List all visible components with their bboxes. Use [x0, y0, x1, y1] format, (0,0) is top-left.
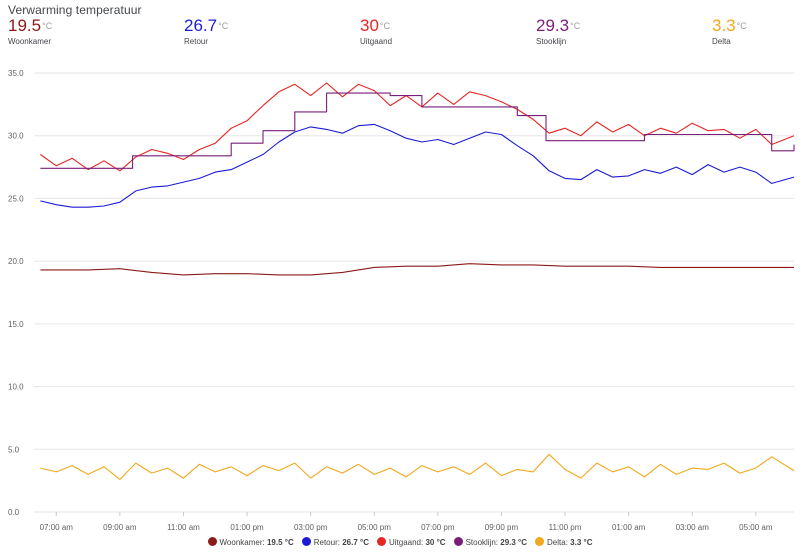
- x-tick-label: 01:00 am: [612, 523, 646, 532]
- stat-name: Retour: [184, 37, 209, 46]
- legend-value: 30 °C: [425, 538, 446, 547]
- stat-value: 3.3: [712, 16, 736, 35]
- legend-value: 26.7 °C: [342, 538, 369, 547]
- y-tick-label: 10.0: [8, 383, 24, 392]
- stat-value: 19.5: [8, 16, 42, 35]
- stat-woonkamer[interactable]: 19.5°C Woonkamer: [8, 16, 52, 46]
- legend-item-uitgaand[interactable]: Uitgaand: 30 °C: [376, 537, 446, 547]
- series-line-uitgaand[interactable]: [40, 82, 795, 172]
- stat-unit: °C: [42, 21, 53, 31]
- series-layer: [40, 82, 795, 480]
- x-tick-label: 11:00 am: [167, 523, 200, 532]
- card-title: Verwarming temperatuur: [8, 3, 142, 17]
- y-tick-label: 20.0: [8, 257, 24, 266]
- stat-unit: °C: [379, 21, 391, 31]
- chart-legend: Woonkamer: 19.5 °C Retour: 26.7 °C Uitgaan…: [0, 537, 800, 553]
- x-tick-label: 09:00 am: [103, 523, 137, 532]
- x-tick-label: 01:00 pm: [230, 523, 264, 532]
- stat-name: Stooklijn: [536, 37, 567, 46]
- legend-value: 3.3 °C: [570, 538, 593, 547]
- legend-dot-icon: [453, 537, 463, 546]
- x-tick-label: 05:00 pm: [358, 523, 392, 532]
- x-tick-label: 11:00 pm: [549, 523, 582, 532]
- series-line-delta[interactable]: [40, 453, 795, 480]
- stat-stooklijn[interactable]: 29.3°C Stooklijn: [536, 16, 580, 46]
- stat-retour[interactable]: 26.7°C Retour: [184, 16, 228, 46]
- x-tick-label: 09:00 pm: [485, 523, 519, 532]
- legend-item-stooklijn[interactable]: Stooklijn: 29.3 °C: [453, 537, 528, 547]
- y-tick-label: 5.0: [8, 445, 20, 454]
- stat-value: 29.3: [536, 16, 570, 35]
- stat-name: Delta: [712, 37, 731, 46]
- legend-dot-icon: [301, 537, 311, 546]
- stat-uitgaand[interactable]: 30°C Uitgaand: [360, 16, 392, 46]
- stat-value: 30: [360, 16, 379, 35]
- legend-item-woonkamer[interactable]: Woonkamer: 19.5 °C: [207, 537, 294, 547]
- legend-value: 19.5 °C: [266, 538, 294, 547]
- series-line-stooklijn[interactable]: [40, 92, 795, 169]
- y-tick-label: 15.0: [8, 320, 24, 329]
- legend-name: Uitgaand:: [388, 538, 426, 547]
- y-tick-label: 25.0: [8, 194, 24, 203]
- legend-name: Delta:: [547, 538, 571, 547]
- legend-dot-icon: [207, 537, 217, 546]
- series-line-woonkamer[interactable]: [40, 263, 794, 276]
- stat-value: 26.7: [184, 16, 218, 35]
- legend-name: Stooklijn:: [465, 538, 501, 547]
- x-tick-label: 03:00 pm: [294, 523, 328, 532]
- stat-unit: °C: [218, 21, 229, 31]
- x-tick-label: 07:00 am: [40, 523, 74, 532]
- x-tick-label: 05:00 am: [739, 523, 773, 532]
- axis-layer: 0.0 5.0 10.0 15.0 20.0 25.0 30.0 35.0 07:00 am 09…: [8, 69, 773, 532]
- y-tick-label: 35.0: [8, 69, 24, 78]
- grid-layer: [34, 72, 794, 513]
- legend-dot-icon: [376, 537, 386, 546]
- legend-value: 29.3 °C: [500, 538, 528, 547]
- x-tick-label: 03:00 am: [676, 523, 710, 532]
- stat-delta[interactable]: 3.3°C Delta: [712, 16, 747, 46]
- stat-unit: °C: [736, 21, 747, 31]
- stat-name: Woonkamer: [8, 37, 51, 46]
- series-line-retour[interactable]: [40, 123, 795, 208]
- legend-name: Woonkamer:: [219, 538, 267, 547]
- legend-name: Retour:: [313, 538, 343, 547]
- legend-dot-icon: [535, 537, 545, 546]
- y-tick-label: 0.0: [8, 508, 20, 517]
- y-tick-label: 30.0: [8, 132, 24, 141]
- x-tick-label: 07:00 pm: [421, 523, 455, 532]
- legend-item-delta[interactable]: Delta: 3.3 °C: [535, 537, 592, 547]
- stats-row: 19.5°C Woonkamer 26.7°C Retour 30°C Uitg…: [0, 16, 800, 52]
- legend-item-retour[interactable]: Retour: 26.7 °C: [301, 537, 369, 547]
- stat-name: Uitgaand: [360, 37, 393, 46]
- stat-unit: °C: [570, 21, 581, 31]
